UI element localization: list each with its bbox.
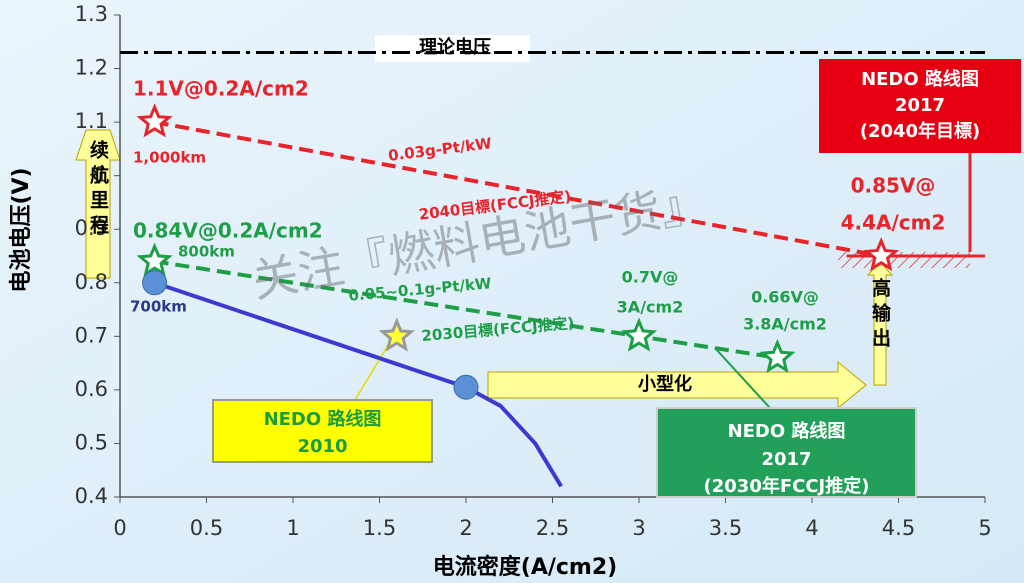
box-text: 2017 <box>895 95 945 116</box>
x-tick-label: 3 <box>632 516 645 540</box>
y-tick-label: 0.5 <box>75 430 108 454</box>
series-line <box>153 280 563 488</box>
vertical-label: 续航里程 <box>87 139 109 240</box>
y-tick-label: 1.3 <box>75 2 108 26</box>
y-tick-label: 0.4 <box>75 484 108 508</box>
y-tick-label: 1.2 <box>75 56 108 80</box>
annotation: 3.8A/cm2 <box>743 315 827 334</box>
star-marker <box>759 338 796 374</box>
annotation: 0.66V@ <box>751 288 819 307</box>
annotation: 3A/cm2 <box>617 298 684 317</box>
box-text: NEDO 路线图 <box>728 420 846 442</box>
x-tick-label: 2 <box>459 516 472 540</box>
y-tick-label: 0.8 <box>75 270 108 294</box>
star-marker <box>378 317 415 352</box>
label-bg <box>375 35 530 62</box>
vertical-label: 高输出 <box>869 277 891 353</box>
x-tick-label: 5 <box>978 516 991 540</box>
annotation: 0.84V@0.2A/cm2 <box>133 219 323 243</box>
series-line <box>154 120 882 258</box>
star-marker <box>136 242 173 277</box>
x-tick-label: 4.5 <box>882 516 915 540</box>
annotation: 4.4A/cm2 <box>841 211 946 235</box>
box-text: (2040年目標) <box>860 120 981 142</box>
legend-box <box>212 399 433 463</box>
star-marker <box>620 317 658 352</box>
box-text: 2010 <box>297 436 347 457</box>
x-tick-label: 3.5 <box>709 516 742 540</box>
annotation: 理论电压 <box>419 36 491 58</box>
x-axis-label: 电流密度(A/cm2) <box>433 554 617 580</box>
y-tick-label: 1 <box>95 163 108 187</box>
annotation: 0.85V@ <box>851 174 936 198</box>
star-marker <box>136 103 173 138</box>
x-tick-label: 4 <box>805 516 818 540</box>
y-tick-label: 1.1 <box>75 109 108 133</box>
y-tick-label: 0.6 <box>75 377 108 401</box>
annotation: 1,000km <box>133 149 206 167</box>
hatch <box>838 252 970 268</box>
y-axis-label: 电池电压(V) <box>9 167 34 292</box>
size-arrow <box>487 360 867 410</box>
box-text: 2017 <box>761 449 811 470</box>
y-tick-label: 0.9 <box>75 216 108 240</box>
legend-box <box>656 407 917 498</box>
box-text: NEDO 路线图 <box>264 408 382 430</box>
circle-marker <box>453 374 479 400</box>
x-tick-label: 0 <box>113 516 126 540</box>
y-tick-label: 0.7 <box>75 323 108 347</box>
box-text: (2030年FCCJ推定) <box>704 475 870 497</box>
x-tick-label: 2.5 <box>536 516 569 540</box>
x-tick-label: 1 <box>286 516 299 540</box>
legend-box <box>819 59 1021 153</box>
x-tick-label: 1.5 <box>363 516 396 540</box>
circle-marker <box>142 270 168 296</box>
callout <box>714 347 771 409</box>
annotation: 小型化 <box>638 373 692 395</box>
annotation: 800km <box>178 243 235 261</box>
box-text: NEDO 路线图 <box>861 68 979 90</box>
range-arrow <box>75 129 121 279</box>
annotation: 0.7V@ <box>622 268 679 287</box>
x-tick-label: 0.5 <box>190 516 223 540</box>
annotation: 700km <box>130 298 187 316</box>
star-marker <box>863 237 900 272</box>
annotation: 1.1V@0.2A/cm2 <box>133 77 309 101</box>
